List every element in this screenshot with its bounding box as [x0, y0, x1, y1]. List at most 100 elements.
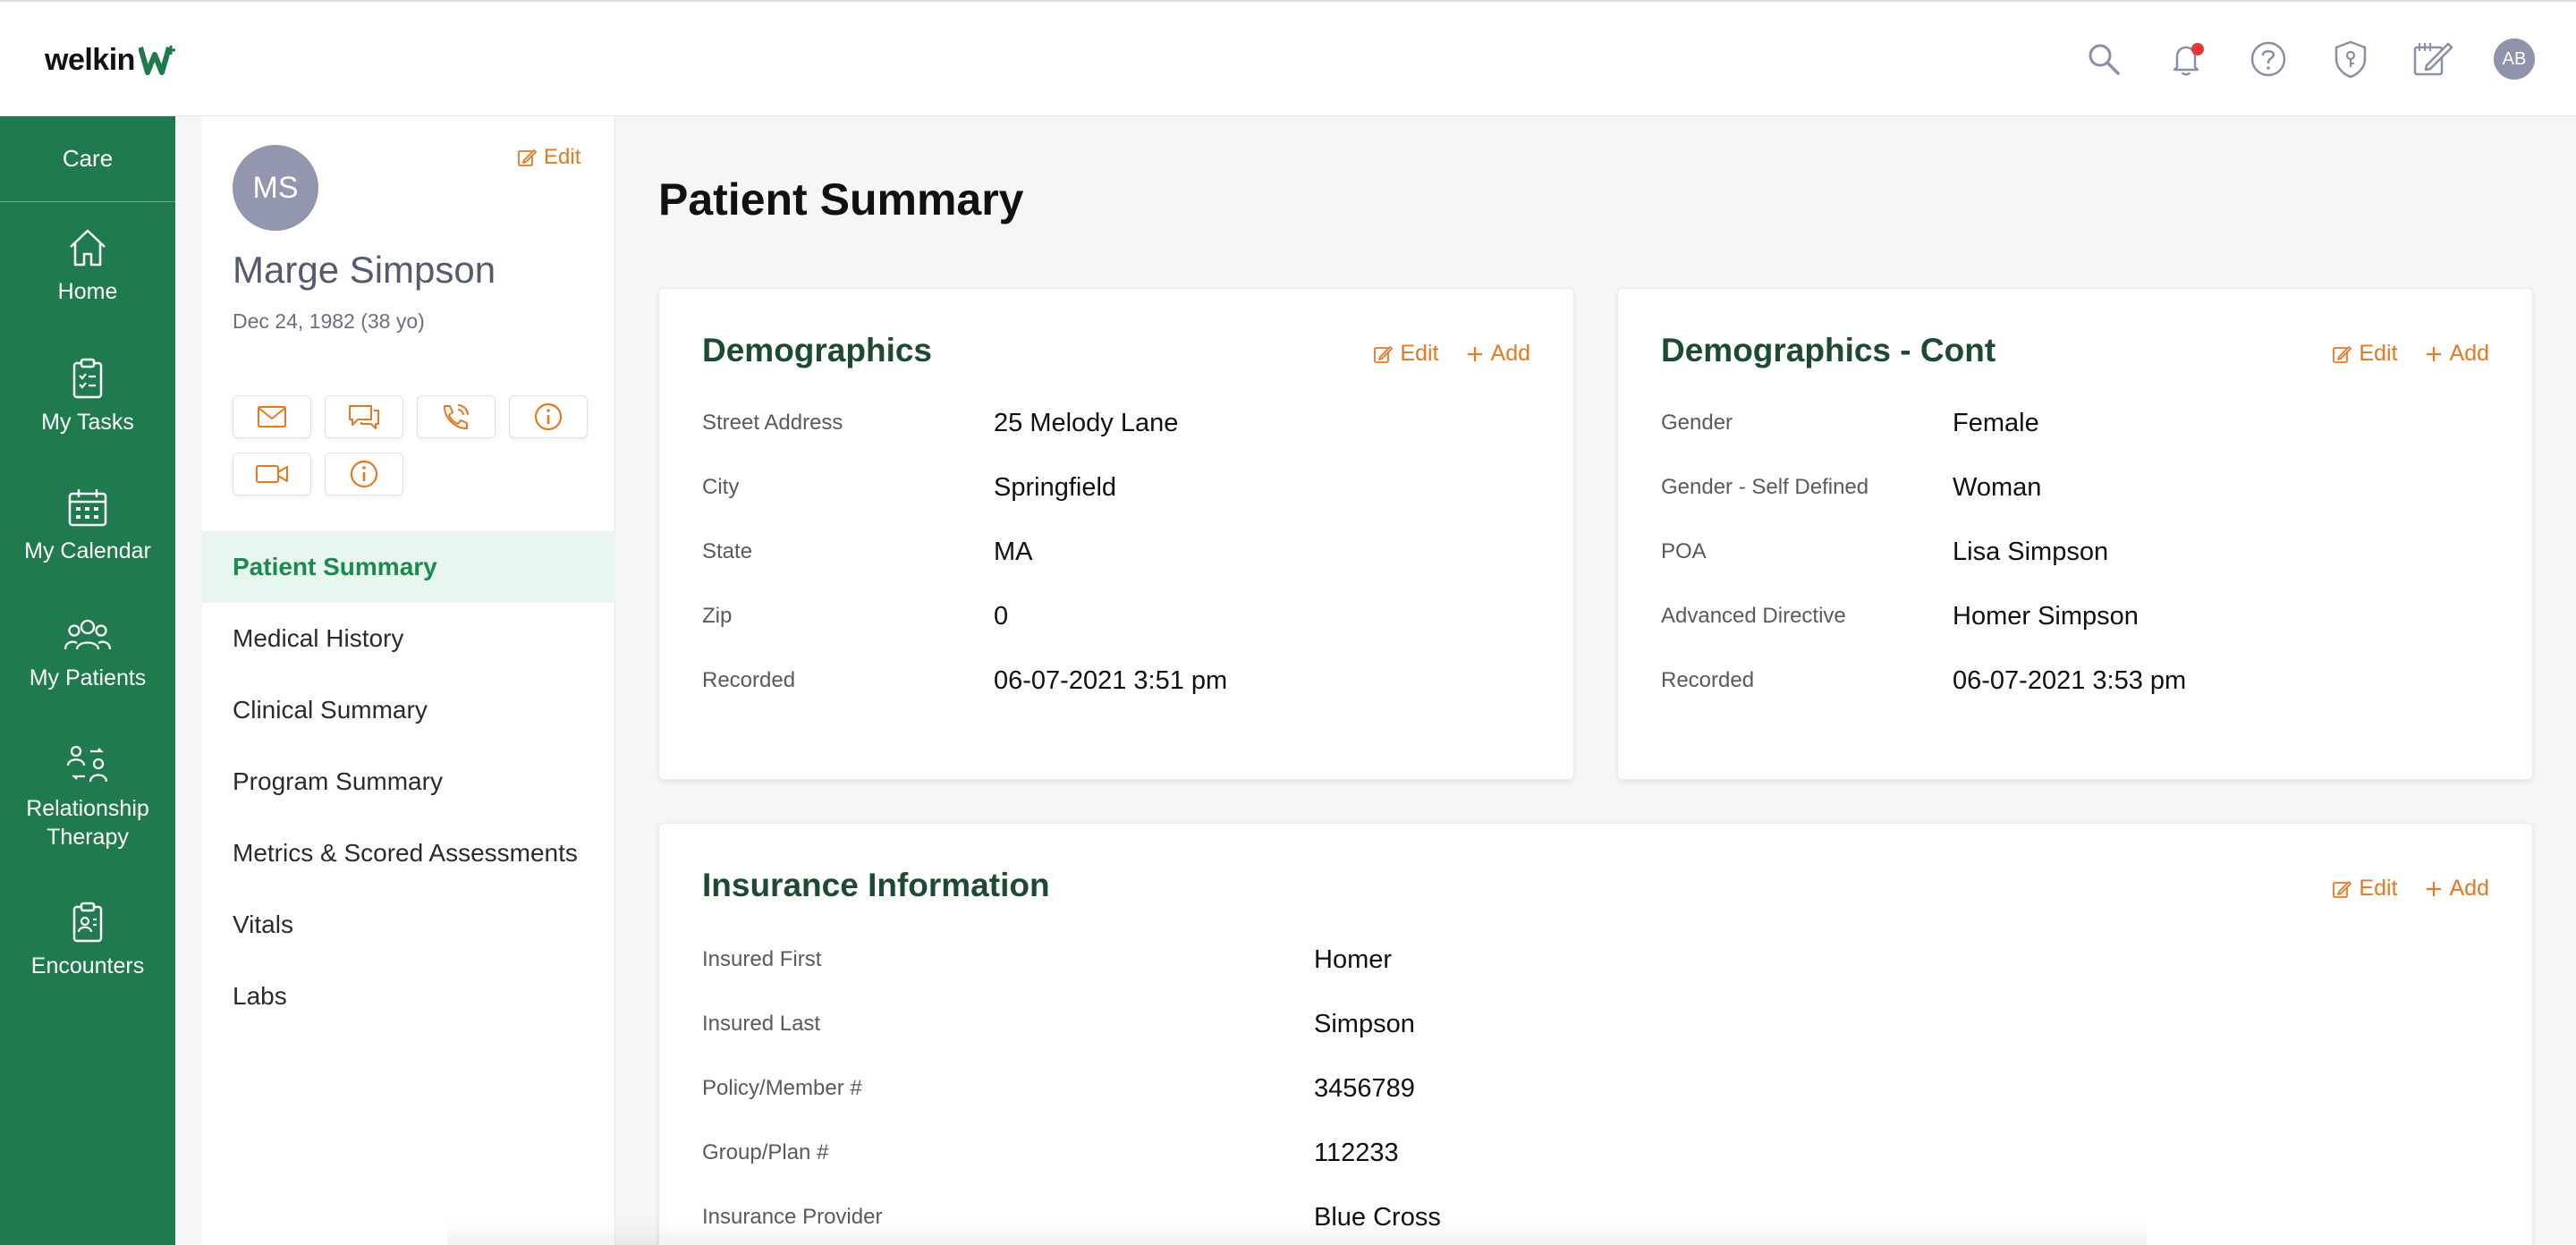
email-icon	[258, 406, 286, 428]
nav-my-calendar[interactable]: My Calendar	[0, 487, 175, 565]
card-title: Demographics - Cont	[1661, 332, 1996, 368]
info-button-secondary[interactable]	[325, 453, 403, 495]
notepad-icon[interactable]	[2411, 38, 2454, 80]
menu-clinical-summary[interactable]: Clinical Summary	[233, 696, 428, 724]
info-icon	[350, 460, 378, 488]
nav-my-patients[interactable]: My Patients	[0, 615, 175, 692]
field-label: Insured Last	[702, 1012, 821, 1036]
patient-edit-button[interactable]: Edit	[517, 145, 580, 170]
insurance-add-button[interactable]: Add	[2425, 876, 2489, 902]
field-row: Street Address 25 Melody Lane	[702, 405, 1178, 441]
demographics-add-button[interactable]: Add	[1466, 341, 1530, 367]
relationship-icon	[66, 745, 108, 783]
edit-icon	[2333, 345, 2352, 363]
chat-icon	[349, 405, 379, 429]
left-nav: Care Home My Tasks My Calendar My Patien…	[0, 116, 175, 1245]
search-icon[interactable]	[2082, 38, 2125, 80]
patient-dob: Dec 24, 1982 (38 yo)	[233, 309, 425, 333]
field-value: 0	[994, 601, 1009, 631]
field-value: Blue Cross	[1314, 1202, 1441, 1232]
info-button[interactable]	[509, 395, 588, 438]
field-label: Group/Plan #	[702, 1140, 829, 1165]
field-value: 06-07-2021 3:51 pm	[994, 665, 1228, 695]
patient-panel: MS Edit Marge Simpson Dec 24, 1982 (38 y…	[202, 116, 615, 1245]
menu-vitals[interactable]: Vitals	[233, 910, 293, 938]
field-value: Simpson	[1314, 1009, 1415, 1038]
menu-program-summary[interactable]: Program Summary	[233, 767, 443, 795]
notification-dot	[2191, 43, 2204, 55]
nav-home[interactable]: Home	[0, 227, 175, 306]
field-label: Advanced Directive	[1661, 604, 1846, 628]
add-label: Add	[2449, 876, 2489, 901]
field-value: 3456789	[1314, 1073, 1415, 1103]
patient-avatar: MS	[233, 145, 318, 231]
top-header: welkin AB	[0, 0, 2576, 116]
field-row: Group/Plan # 112233	[702, 1135, 1399, 1171]
clipboard-icon	[72, 358, 103, 399]
field-row: State MA	[702, 534, 1033, 570]
field-value: Homer	[1314, 944, 1393, 974]
field-label: POA	[1661, 539, 1707, 563]
field-label: Recorded	[1661, 668, 1755, 692]
nav-section-title: Care	[0, 116, 175, 202]
logo-mark-icon	[138, 46, 175, 75]
edit-label: Edit	[544, 145, 581, 169]
menu-labs[interactable]: Labs	[233, 982, 287, 1010]
card-title: Insurance Information	[702, 867, 1050, 903]
add-label: Add	[2449, 341, 2489, 366]
field-row: Gender - Self Defined Woman	[1661, 470, 2041, 505]
edit-icon	[518, 149, 537, 166]
field-label: Policy/Member #	[702, 1076, 862, 1100]
menu-medical-history[interactable]: Medical History	[233, 624, 404, 652]
field-value: Female	[1953, 408, 2039, 437]
field-value: Springfield	[994, 472, 1117, 502]
field-row: Insurance Provider Blue Cross	[702, 1199, 1441, 1235]
field-label: Zip	[702, 604, 733, 628]
insurance-edit-button[interactable]: Edit	[2332, 876, 2398, 902]
video-icon	[256, 465, 288, 483]
help-icon[interactable]	[2247, 38, 2290, 80]
nav-relationship-therapy[interactable]: Relationship Therapy	[0, 744, 175, 851]
plus-icon	[2426, 346, 2441, 361]
menu-patient-summary[interactable]: Patient Summary	[202, 531, 615, 603]
field-row: Policy/Member # 3456789	[702, 1071, 1415, 1106]
demographics-cont-add-button[interactable]: Add	[2425, 341, 2489, 367]
edit-label: Edit	[2359, 876, 2398, 901]
patient-menu: Patient Summary Medical History Clinical…	[202, 531, 615, 1032]
video-button[interactable]	[233, 453, 311, 495]
field-row: Gender Female	[1661, 405, 2039, 441]
field-label: State	[702, 539, 753, 563]
menu-metrics-assessments[interactable]: Metrics & Scored Assessments	[233, 839, 578, 867]
nav-label: Home	[57, 279, 118, 304]
field-row: Recorded 06-07-2021 3:53 pm	[1661, 663, 2186, 699]
info-icon	[534, 402, 563, 431]
logo-text: welkin	[45, 42, 135, 77]
home-icon	[70, 229, 106, 267]
welkin-logo[interactable]: welkin	[45, 38, 180, 82]
demographics-cont-card: Demographics - Cont Edit Add Gender Femal…	[1617, 288, 2533, 780]
nav-label: My Calendar	[24, 538, 151, 563]
edit-label: Edit	[2359, 341, 2398, 366]
nav-my-tasks[interactable]: My Tasks	[0, 358, 175, 436]
field-label: Gender - Self Defined	[1661, 475, 1869, 499]
demographics-edit-button[interactable]: Edit	[1373, 341, 1439, 367]
phone-icon	[443, 404, 469, 430]
patient-name: Marge Simpson	[233, 249, 496, 291]
shield-key-icon[interactable]	[2329, 38, 2372, 80]
field-value: 25 Melody Lane	[994, 408, 1179, 437]
nav-encounters[interactable]: Encounters	[0, 902, 175, 980]
nav-label: Relationship Therapy	[26, 796, 149, 850]
nav-label: My Tasks	[41, 410, 134, 435]
bell-icon[interactable]	[2165, 38, 2207, 80]
field-value: 112233	[1314, 1138, 1399, 1167]
user-avatar[interactable]: AB	[2494, 38, 2535, 80]
phone-button[interactable]	[417, 395, 496, 438]
main-content: Patient Summary Demographics Edit Add St…	[615, 116, 2576, 1245]
field-label: City	[702, 475, 740, 499]
plus-icon	[2426, 881, 2441, 896]
email-button[interactable]	[233, 395, 311, 438]
field-label: Street Address	[702, 411, 843, 435]
chat-button[interactable]	[325, 395, 403, 438]
field-row: City Springfield	[702, 470, 1116, 505]
demographics-cont-edit-button[interactable]: Edit	[2332, 341, 2398, 367]
